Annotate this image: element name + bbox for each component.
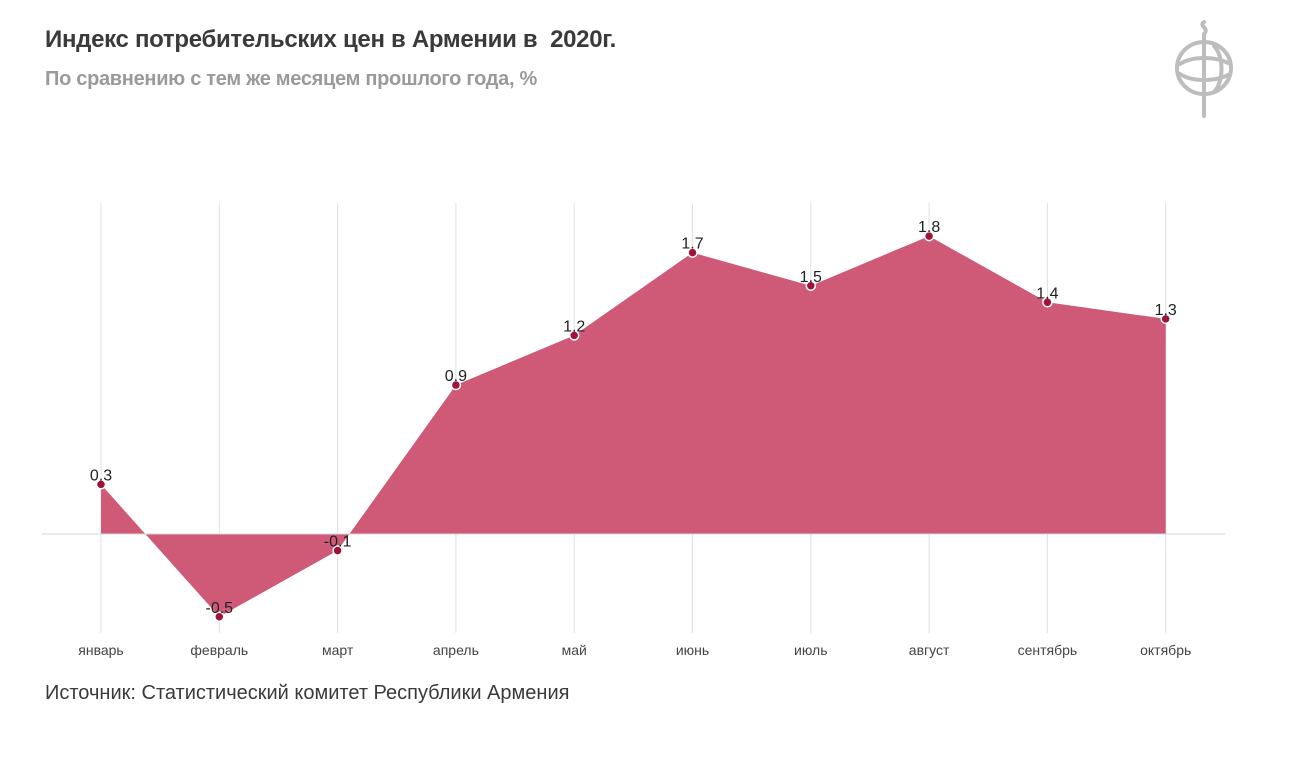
x-tick-label: август: [909, 642, 950, 658]
data-label: 1.5: [800, 269, 822, 286]
x-tick-label: январь: [78, 642, 123, 658]
data-markers: [95, 230, 1171, 622]
x-tick-label: октябрь: [1140, 642, 1191, 658]
area-series: [42, 236, 1225, 617]
x-tick-label: апрель: [433, 642, 479, 658]
data-label: 0.3: [90, 467, 112, 484]
data-label: -0.5: [206, 600, 234, 617]
phi-logo-icon: [1170, 16, 1246, 122]
area-fill: [101, 236, 1166, 617]
x-tick-label: июнь: [676, 642, 709, 658]
data-label: 1.2: [563, 318, 585, 335]
data-label: 1.3: [1155, 302, 1177, 319]
data-point: [95, 479, 107, 490]
x-tick-label: февраль: [190, 642, 248, 658]
data-point: [214, 611, 225, 622]
data-label: 1.4: [1036, 285, 1058, 302]
source-note: Источник: Статистический комитет Республ…: [45, 682, 570, 704]
data-point: [1160, 313, 1171, 325]
data-point: [923, 230, 935, 242]
data-point: [1042, 297, 1053, 308]
data-label: 1.7: [681, 236, 703, 253]
data-point: [805, 280, 817, 291]
x-axis-ticks: январь февраль март апрель май июнь июль август…: [78, 642, 1191, 658]
data-label: -0.1: [324, 534, 352, 551]
x-tick-label: март: [322, 642, 354, 658]
data-labels: 0.3 -0.5 -0.1 0.9 1.2 1.7 1.5 1.8 1.4 1.3: [90, 219, 1177, 617]
chart-title: Индекс потребительских цен в Армении в 2…: [45, 26, 616, 53]
data-label: 0.9: [445, 368, 467, 385]
x-tick-label: сентябрь: [1018, 642, 1078, 658]
data-point: [568, 330, 580, 341]
data-point: [687, 247, 698, 258]
data-label: 1.8: [918, 219, 940, 236]
chart-subtitle: По сравнению с тем же месяцем прошлого г…: [45, 68, 537, 90]
data-point: [332, 545, 343, 556]
data-point: [450, 379, 462, 391]
x-tick-label: июль: [794, 642, 827, 658]
x-tick-label: май: [562, 642, 587, 658]
